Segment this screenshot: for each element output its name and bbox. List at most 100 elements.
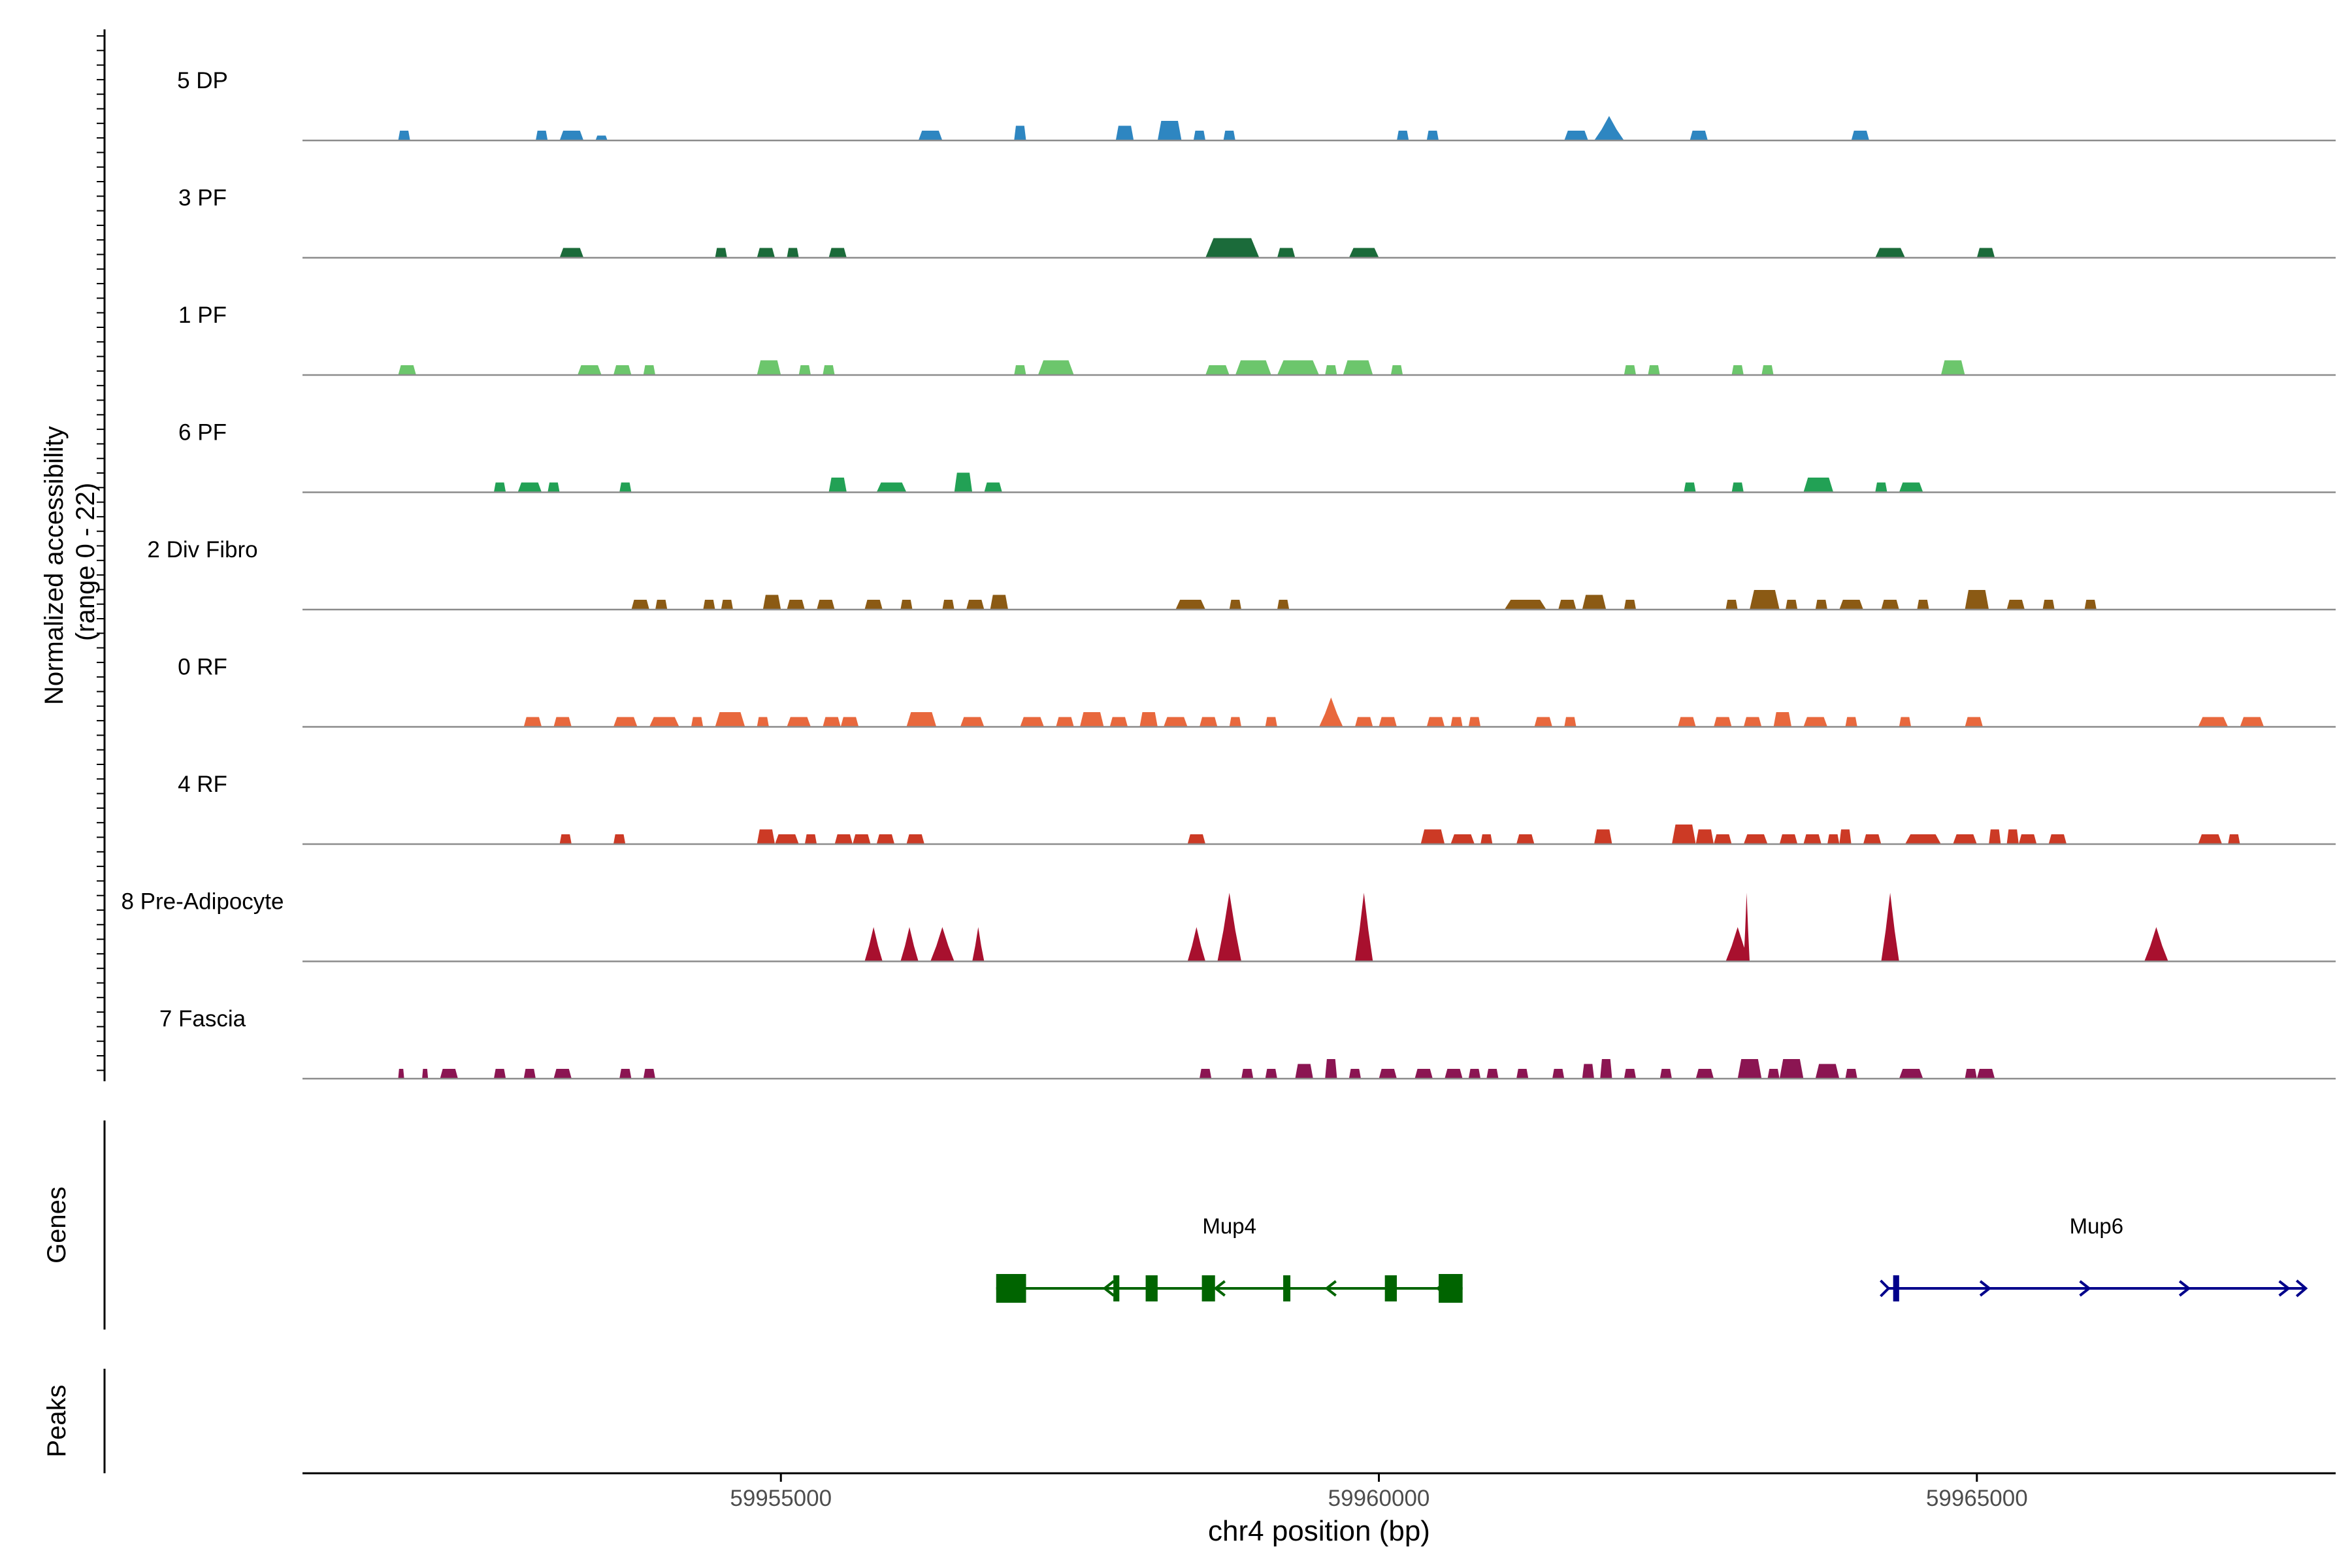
coverage-peak — [1904, 834, 1941, 844]
coverage-peak — [1265, 1069, 1277, 1079]
coverage-peak — [1845, 717, 1857, 727]
coverage-peak — [1486, 1069, 1499, 1079]
coverage-peak — [1480, 834, 1493, 844]
coverage-peak — [1426, 131, 1439, 140]
coverage-peak — [1803, 717, 1827, 727]
coverage-peak — [1164, 717, 1188, 727]
coverage-peak — [1157, 121, 1182, 140]
coverage-peak — [1504, 600, 1546, 610]
coverage-peak — [1223, 131, 1235, 140]
strand-arrow — [2178, 1280, 2191, 1297]
coverage-y-axis-title-line1: Normalized accessibility — [40, 426, 69, 705]
coverage-peak — [1348, 248, 1379, 258]
gene-exon — [1893, 1275, 1899, 1301]
coverage-peak — [631, 600, 649, 610]
coverage-peak — [1714, 717, 1732, 727]
coverage-peak — [1965, 590, 1989, 610]
coverage-peak — [834, 834, 853, 844]
coverage-peak — [1450, 717, 1463, 727]
coverage-peak — [1534, 717, 1552, 727]
track-0-rf: 0 RF — [178, 655, 2336, 728]
coverage-peak — [1761, 365, 1774, 375]
coverage-peak — [900, 927, 919, 962]
track-5-dp: 5 DP — [177, 68, 2336, 142]
track-label: 7 Fascia — [159, 1006, 246, 1032]
coverage-peak — [942, 600, 955, 610]
coverage-peak — [703, 600, 715, 610]
x-axis-ticks: 59955000 59960000 59965000 — [730, 1473, 2028, 1511]
coverage-peak — [1815, 1064, 1840, 1079]
coverage-peak — [1379, 717, 1397, 727]
coverage-peak — [972, 927, 985, 962]
gene-label: Mup4 — [1202, 1214, 1256, 1238]
coverage-peak — [398, 1069, 404, 1079]
coverage-peak — [1773, 712, 1792, 727]
coverage-peak — [398, 365, 416, 375]
coverage-peak — [966, 600, 985, 610]
coverage-peak — [691, 717, 704, 727]
track-label: 1 PF — [178, 302, 227, 328]
coverage-peak — [1115, 125, 1134, 140]
coverage-peak — [1785, 600, 1798, 610]
coverage-peak — [787, 717, 811, 727]
coverage-y-axis-title: Normalized accessibility (range 0 - 22) — [40, 419, 100, 705]
track-label: 8 Pre-Adipocyte — [121, 889, 284, 915]
coverage-peak — [2048, 834, 2067, 844]
coverage-peak — [721, 600, 734, 610]
coverage-peak — [1875, 248, 1905, 258]
coverage-peak — [1582, 595, 1607, 610]
coverage-peak — [1235, 360, 1271, 375]
coverage-peak — [1845, 1069, 1857, 1079]
track-label: 2 Div Fibro — [147, 537, 257, 563]
track-label: 0 RF — [178, 655, 227, 680]
coverage-peak — [1277, 360, 1319, 375]
coverage-peak — [2006, 600, 2025, 610]
coverage-peak — [398, 131, 410, 140]
coverage-peak — [649, 717, 679, 727]
coverage-peak — [1199, 1069, 1212, 1079]
coverage-peak — [1827, 834, 1840, 844]
coverage-y-axis-title-line2: (range 0 - 22) — [71, 483, 100, 641]
coverage-peak — [1976, 1069, 1995, 1079]
strand-arrow — [1324, 1280, 1337, 1297]
coverage-peak — [523, 1069, 536, 1079]
coverage-peak — [1743, 892, 1750, 962]
coverage-peak — [1265, 717, 1277, 727]
x-tick-label: 59955000 — [730, 1486, 832, 1511]
coverage-peak — [1875, 482, 1887, 493]
coverage-peak — [1684, 482, 1696, 493]
coverage-y-axis — [97, 29, 106, 1081]
coverage-peak — [1175, 600, 1206, 610]
coverage-peak — [853, 834, 871, 844]
coverage-peak — [1917, 600, 1929, 610]
coverage-peak — [1767, 1069, 1780, 1079]
coverage-peak — [1229, 600, 1242, 610]
coverage-peak — [1199, 717, 1218, 727]
track-8-pre-adipocyte: 8 Pre-Adipocyte — [121, 889, 2336, 962]
gene-exon — [1384, 1275, 1397, 1301]
coverage-peak — [1325, 1059, 1337, 1079]
track-label: 5 DP — [177, 68, 228, 93]
coverage-peak — [655, 600, 668, 610]
coverage-peak — [876, 834, 895, 844]
coverage-peak — [1056, 717, 1074, 727]
coverage-peak — [1516, 834, 1535, 844]
coverage-peak — [787, 600, 805, 610]
coverage-peak — [906, 712, 937, 727]
coverage-peak — [1594, 829, 1612, 844]
coverage-peak — [1229, 717, 1242, 727]
coverage-peak — [1516, 1069, 1529, 1079]
coverage-peak — [1839, 600, 1863, 610]
coverage-peak — [1976, 248, 1995, 258]
track-label: 4 RF — [178, 772, 227, 797]
coverage-peak — [1725, 927, 1750, 962]
coverage-peak — [1379, 1069, 1397, 1079]
coverage-peak — [864, 927, 883, 962]
coverage-peak — [1624, 1069, 1637, 1079]
coverage-peak — [1564, 717, 1576, 727]
coverage-peak — [547, 482, 560, 493]
gene-exon — [1283, 1275, 1291, 1301]
gene-models: Mup4 Mup6 — [996, 1214, 2308, 1303]
coverage-peak — [2240, 717, 2264, 727]
coverage-peak — [1564, 131, 1588, 140]
